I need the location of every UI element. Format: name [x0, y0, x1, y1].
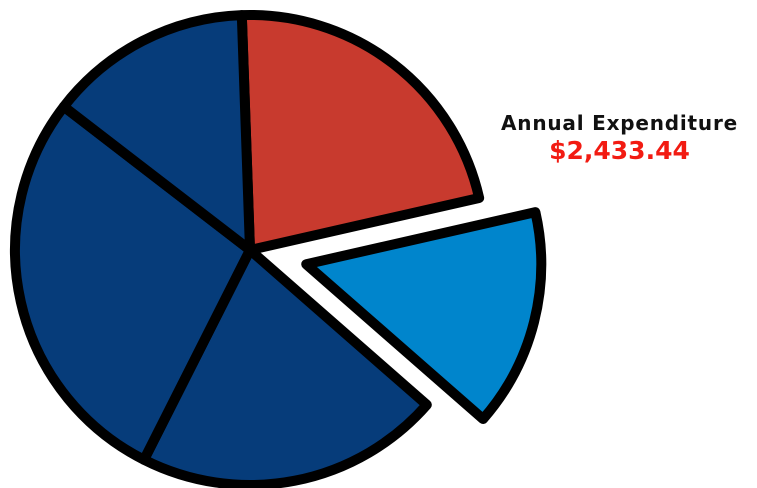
pie-slices [10, 10, 547, 488]
pie-slice-5 [58, 10, 255, 255]
pie-slice-1 [236, 10, 485, 255]
pie-slice-3 [139, 245, 432, 488]
expenditure-callout: Annual Expenditure $2,433.44 [492, 111, 747, 166]
pie-slice-4 [10, 101, 255, 465]
callout-value: $2,433.44 [549, 136, 690, 165]
pie-slice-2-exploded [301, 207, 547, 425]
callout-label: Annual Expenditure [501, 111, 738, 135]
